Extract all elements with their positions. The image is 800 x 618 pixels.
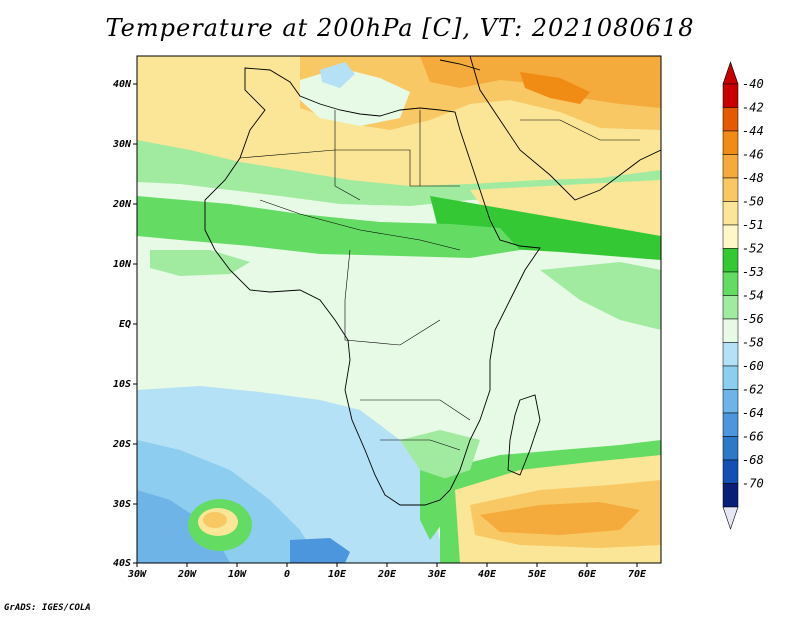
lon-tick-label: 20W [177, 569, 197, 580]
colorbar-swatch [722, 459, 739, 484]
grads-credit: GrADS: IGES/COLA [4, 603, 91, 613]
colorbar-swatch [722, 107, 739, 132]
colorbar-swatch [722, 365, 739, 390]
lat-tick-label: 40N [113, 79, 132, 90]
lat-tick-label: EQ [119, 319, 131, 330]
latitude-axis: 40N 30N 20N 10N EQ 10S 20S 30S 40S [112, 79, 137, 569]
colorbar-label: -44 [742, 124, 764, 138]
colorbar-label: -50 [742, 195, 764, 209]
colorbar-swatch [722, 177, 739, 202]
lon-tick-label: 70E [628, 569, 647, 580]
colorbar-label: -70 [742, 477, 764, 491]
lon-tick-label: 10E [328, 569, 347, 580]
colorbar-swatch [722, 389, 739, 414]
lat-tick-label: 20N [112, 199, 132, 210]
colorbar-label: -53 [742, 265, 764, 279]
colorbar-swatch [722, 154, 739, 179]
colorbar-label: -58 [742, 336, 764, 350]
colorbar-bottom-arrow [722, 506, 739, 530]
lon-tick-label: 10W [228, 569, 247, 580]
country-borders [239, 110, 640, 451]
colorbar-label: -46 [742, 148, 764, 162]
lat-tick-label: 40S [113, 558, 131, 569]
colorbar-label: -48 [742, 171, 764, 185]
lat-tick-label: 20S [112, 439, 131, 450]
colorbar-label: -52 [742, 242, 764, 256]
colorbar-swatch [722, 342, 739, 367]
colorbar: -40 -42 -44 -46 -48 -50 -51 -52 -53 -54 -56 -58 -60 -… [722, 61, 764, 530]
colorbar-swatch [722, 224, 739, 249]
lat-tick-label: 30N [112, 139, 132, 150]
lon-tick-label: 0 [284, 569, 290, 580]
colorbar-label: -62 [742, 383, 764, 397]
colorbar-label: -42 [742, 101, 764, 115]
colorbar-swatch [722, 271, 739, 296]
colorbar-swatch [722, 483, 739, 508]
map-frame [136, 55, 662, 564]
lon-tick-label: 30E [427, 569, 447, 580]
coastlines [204, 56, 661, 506]
colorbar-label: -54 [742, 289, 764, 303]
colorbar-swatch [722, 83, 739, 108]
colorbar-label: -56 [742, 312, 764, 326]
lon-tick-label: 60E [578, 569, 597, 580]
colorbar-swatch [722, 412, 739, 437]
lon-tick-label: 50E [528, 569, 547, 580]
lat-tick-label: 10N [113, 259, 132, 270]
colorbar-swatch [722, 201, 739, 226]
temperature-field [137, 56, 661, 563]
longitude-axis: 30W 20W 10W 0 10E 20E 30E 40E 50E 60E 70E [127, 563, 647, 580]
lat-tick-label: 30S [112, 499, 131, 510]
colorbar-label: -51 [742, 218, 764, 232]
colorbar-swatch [722, 318, 739, 343]
colorbar-label: -40 [742, 77, 764, 91]
colorbar-label: -64 [742, 406, 764, 420]
colorbar-top-arrow [722, 61, 739, 85]
lon-tick-label: 20E [377, 569, 397, 580]
colorbar-label: -66 [742, 430, 764, 444]
colorbar-swatch [722, 295, 739, 320]
lon-tick-label: 30W [127, 569, 147, 580]
colorbar-swatch [722, 248, 739, 273]
colorbar-swatch [722, 130, 739, 155]
colorbar-swatch [722, 436, 739, 461]
colorbar-label: -60 [742, 359, 764, 373]
colorbar-label: -68 [742, 453, 764, 467]
lat-tick-label: 10S [113, 379, 131, 390]
map-title: Temperature at 200hPa [C], VT: 202108061… [105, 14, 695, 42]
lon-tick-label: 40E [478, 569, 497, 580]
